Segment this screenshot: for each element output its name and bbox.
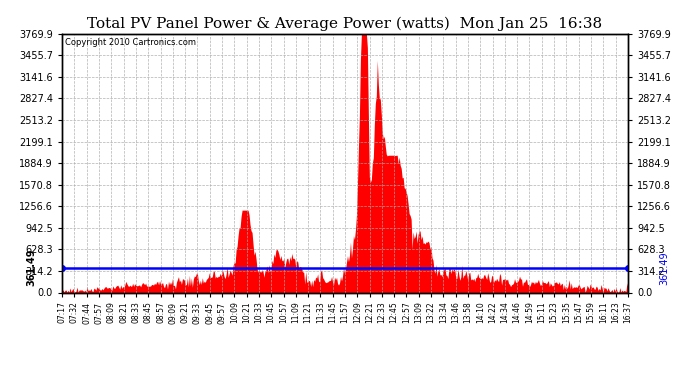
Text: Copyright 2010 Cartronics.com: Copyright 2010 Cartronics.com — [65, 38, 196, 46]
Text: 361.49: 361.49 — [27, 249, 37, 286]
Title: Total PV Panel Power & Average Power (watts)  Mon Jan 25  16:38: Total PV Panel Power & Average Power (wa… — [88, 17, 602, 31]
Text: 361.49: 361.49 — [659, 251, 669, 285]
